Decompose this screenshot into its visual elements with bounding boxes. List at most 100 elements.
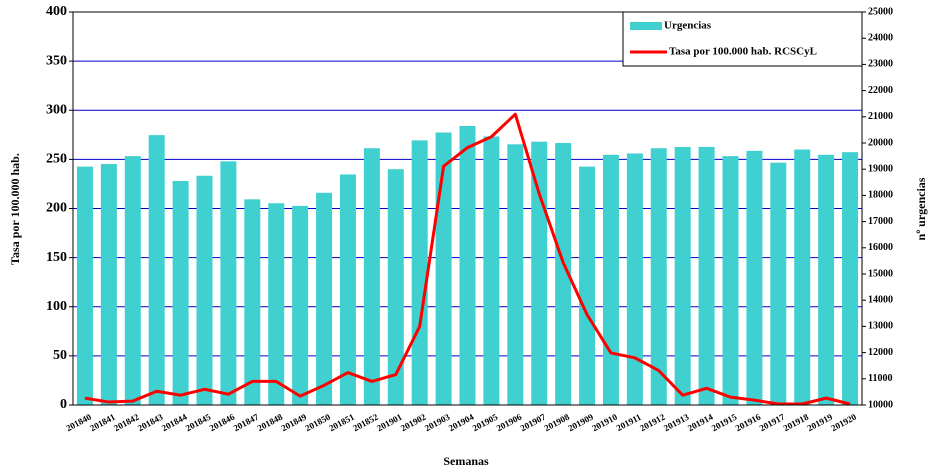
x-tick-label: 201901 xyxy=(375,412,404,434)
y2-tick-label: 25000 xyxy=(868,6,893,17)
bar xyxy=(770,162,787,405)
bar xyxy=(459,125,476,405)
bar xyxy=(220,161,237,405)
bar xyxy=(842,152,859,405)
y2-axis-label: nº urgencias xyxy=(914,177,928,240)
x-tick-label: 201903 xyxy=(423,412,452,434)
x-tick-label: 201912 xyxy=(638,412,667,434)
y2-tick-label: 19000 xyxy=(868,163,893,174)
bar xyxy=(196,175,213,405)
x-tick-label: 201849 xyxy=(280,412,309,434)
bar xyxy=(626,153,643,405)
x-tick-label: 201905 xyxy=(471,412,500,434)
legend-label: Urgencias xyxy=(664,20,712,32)
x-tick-label: 201844 xyxy=(160,412,189,434)
x-tick-label: 201841 xyxy=(88,412,117,434)
x-tick-label: 201920 xyxy=(829,412,858,434)
bar xyxy=(268,203,285,405)
x-tick-label: 201902 xyxy=(399,412,428,434)
y-tick-label: 200 xyxy=(46,201,67,216)
bar xyxy=(244,199,261,405)
x-tick-label: 201908 xyxy=(543,412,572,434)
x-tick-label: 201915 xyxy=(710,412,739,434)
y-tick-label: 100 xyxy=(46,299,67,314)
bar xyxy=(292,205,309,405)
y-tick-label: 300 xyxy=(46,102,67,117)
bar xyxy=(555,143,572,405)
x-tick-label: 201847 xyxy=(232,412,261,434)
y2-tick-label: 17000 xyxy=(868,216,893,227)
bar xyxy=(818,154,835,405)
x-tick-label: 201842 xyxy=(112,412,141,434)
x-tick-label: 201916 xyxy=(734,412,763,434)
bar xyxy=(650,148,667,406)
bar xyxy=(387,169,404,405)
x-tick-label: 201845 xyxy=(184,412,213,434)
y-tick-label: 250 xyxy=(46,152,67,167)
y2-tick-label: 14000 xyxy=(868,294,893,305)
y2-tick-label: 15000 xyxy=(868,268,893,279)
y2-tick-label: 13000 xyxy=(868,321,893,332)
bar xyxy=(339,174,356,405)
x-tick-label: 201850 xyxy=(303,412,332,434)
x-tick-label: 201910 xyxy=(590,412,619,434)
x-tick-label: 201848 xyxy=(256,412,285,434)
legend-label: Tasa por 100.000 hab. RCSCyL xyxy=(669,46,817,58)
bar xyxy=(411,140,428,405)
bar xyxy=(698,146,715,405)
bar xyxy=(602,154,619,405)
legend-box xyxy=(622,11,863,67)
bar xyxy=(746,150,763,405)
x-tick-label: 201846 xyxy=(208,412,237,434)
bar xyxy=(76,166,93,405)
y2-tick-label: 18000 xyxy=(868,190,893,201)
x-tick-label: 201907 xyxy=(519,412,548,434)
bar xyxy=(363,148,380,406)
x-tick-label: 201852 xyxy=(351,412,380,434)
y-axis-label: Tasa por 100.000 hab. xyxy=(8,153,22,265)
y2-tick-label: 11000 xyxy=(868,373,892,384)
y-tick-label: 50 xyxy=(53,348,67,363)
x-tick-label: 201851 xyxy=(327,412,356,434)
y-tick-label: 350 xyxy=(46,53,67,68)
x-tick-label: 201917 xyxy=(758,412,787,434)
bar xyxy=(579,166,596,405)
y-tick-label: 0 xyxy=(60,397,67,412)
x-tick-label: 201840 xyxy=(64,412,93,434)
y2-tick-label: 10000 xyxy=(868,399,893,410)
y2-tick-label: 22000 xyxy=(868,85,893,96)
bar xyxy=(148,135,165,405)
y-tick-label: 150 xyxy=(46,250,67,265)
bar xyxy=(722,156,739,405)
x-tick-label: 201911 xyxy=(615,412,644,434)
y2-tick-label: 24000 xyxy=(868,32,893,43)
bar xyxy=(794,149,811,405)
x-tick-label: 201919 xyxy=(806,412,835,434)
bar xyxy=(172,180,189,405)
x-tick-label: 201843 xyxy=(136,412,165,434)
x-tick-label: 201909 xyxy=(566,412,595,434)
line xyxy=(84,112,851,406)
y2-tick-label: 20000 xyxy=(868,137,893,148)
y2-tick-label: 12000 xyxy=(868,347,893,358)
y2-tick-label: 16000 xyxy=(868,242,893,253)
bar xyxy=(124,156,141,405)
y2-tick-label: 21000 xyxy=(868,111,893,122)
x-tick-label: 201918 xyxy=(782,412,811,434)
plot-frame xyxy=(72,11,863,406)
x-tick-label: 201913 xyxy=(662,412,691,434)
y-tick-label: 400 xyxy=(46,4,67,19)
x-tick-label: 201914 xyxy=(686,412,715,434)
x-axis-label: Semanas xyxy=(443,454,489,468)
x-tick-label: 201906 xyxy=(495,412,524,434)
bar xyxy=(316,192,333,405)
bar xyxy=(483,136,500,405)
bar xyxy=(674,146,691,405)
legend-swatch xyxy=(630,22,662,30)
bar xyxy=(531,141,548,405)
bar xyxy=(100,163,117,405)
y2-tick-label: 23000 xyxy=(868,59,893,70)
bar xyxy=(507,144,524,405)
x-tick-label: 201904 xyxy=(447,412,476,434)
